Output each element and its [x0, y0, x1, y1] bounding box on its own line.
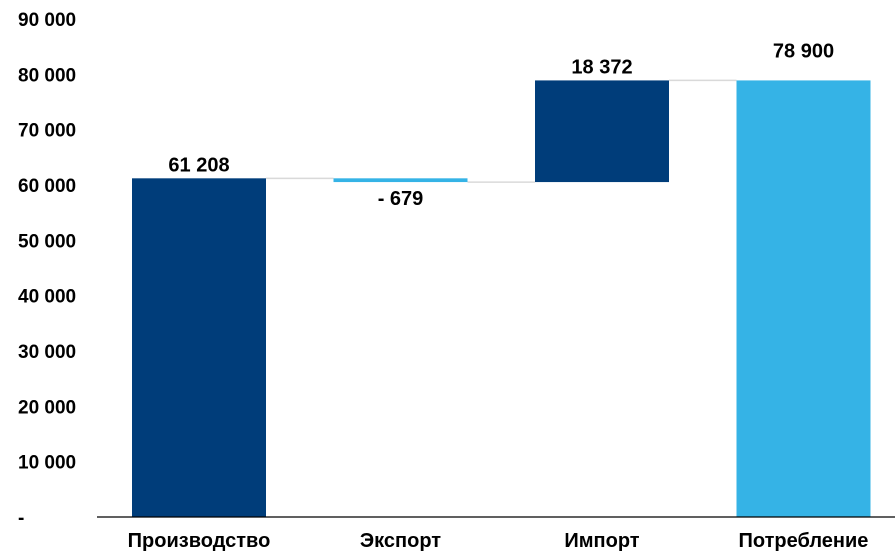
y-axis: 90 000 80 000 70 000 60 000 50 000 40 000 30 0… — [18, 10, 76, 529]
data-label: 61 208 — [168, 154, 229, 176]
bar-2 — [333, 178, 468, 183]
bar-1 — [132, 178, 266, 517]
data-labels: 61 208 - 679 18 372 78 900 — [168, 40, 834, 210]
y-tick-label: 30 000 — [18, 342, 76, 363]
y-tick-label: 20 000 — [18, 397, 76, 418]
y-tick-label: 50 000 — [18, 231, 76, 252]
data-label: 18 372 — [571, 56, 632, 78]
y-tick-label: 70 000 — [18, 121, 76, 142]
y-tick-label: - — [18, 508, 24, 529]
x-tick-label: Производство — [128, 530, 271, 552]
y-tick-label: 80 000 — [18, 65, 76, 86]
data-label: 78 900 — [773, 40, 834, 62]
x-axis: Производство Экспорт Импорт Потребление — [97, 516, 895, 552]
y-tick-label: 40 000 — [18, 287, 76, 308]
x-tick-label: Потребление — [739, 530, 869, 552]
data-label: - 679 — [378, 188, 424, 210]
x-tick-label: Импорт — [564, 530, 639, 552]
y-tick-label: 90 000 — [18, 10, 76, 31]
bar-3 — [535, 80, 669, 183]
bars — [132, 80, 871, 518]
y-tick-label: 60 000 — [18, 176, 76, 197]
x-tick-label: Экспорт — [360, 530, 441, 552]
bar-4 — [736, 80, 871, 518]
y-tick-label: 10 000 — [18, 453, 76, 474]
bar-connectors — [266, 79, 737, 183]
